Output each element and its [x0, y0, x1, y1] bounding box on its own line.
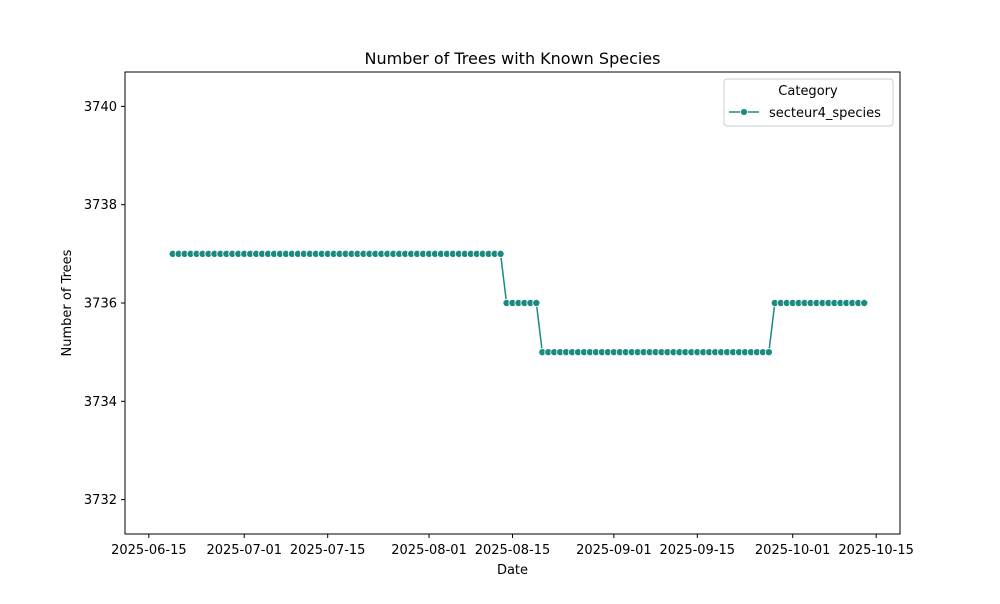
- x-tick-label: 2025-09-01: [576, 543, 652, 558]
- x-tick-label: 2025-08-15: [475, 543, 551, 558]
- x-axis-label: Date: [497, 563, 528, 578]
- plot-area: [168, 249, 869, 357]
- legend-title: Category: [778, 84, 838, 99]
- x-axis: 2025-06-15 2025-07-01 2025-07-15 2025-08-01…: [111, 534, 914, 558]
- y-tick-label: 3734: [84, 395, 117, 410]
- axes-frame: [124, 71, 901, 535]
- x-tick-label: 2025-09-15: [660, 543, 736, 558]
- y-tick-label: 3736: [84, 297, 117, 312]
- legend-series-marker: [740, 108, 748, 116]
- x-tick-label: 2025-07-01: [206, 543, 282, 558]
- x-tick-label: 2025-08-01: [391, 543, 467, 558]
- x-tick-label: 2025-10-15: [838, 543, 914, 558]
- legend: Category secteur4_species: [723, 78, 894, 127]
- x-tick-label: 2025-10-01: [755, 543, 831, 558]
- data-point: [764, 348, 773, 357]
- y-tick-label: 3732: [84, 493, 117, 508]
- data-point: [532, 298, 541, 307]
- x-tick-label: 2025-07-15: [290, 543, 366, 558]
- x-tick-label: 2025-06-15: [111, 543, 187, 558]
- y-axis-label: Number of Trees: [60, 249, 75, 356]
- y-axis: 3732 3734 3736 3738 3740: [84, 100, 125, 508]
- data-point: [860, 298, 869, 307]
- y-tick-label: 3740: [84, 100, 117, 115]
- y-tick-label: 3738: [84, 198, 117, 213]
- data-point: [496, 249, 505, 258]
- legend-box: [723, 78, 894, 127]
- chart-title: Number of Trees with Known Species: [365, 49, 661, 68]
- legend-series-label: secteur4_species: [769, 106, 881, 121]
